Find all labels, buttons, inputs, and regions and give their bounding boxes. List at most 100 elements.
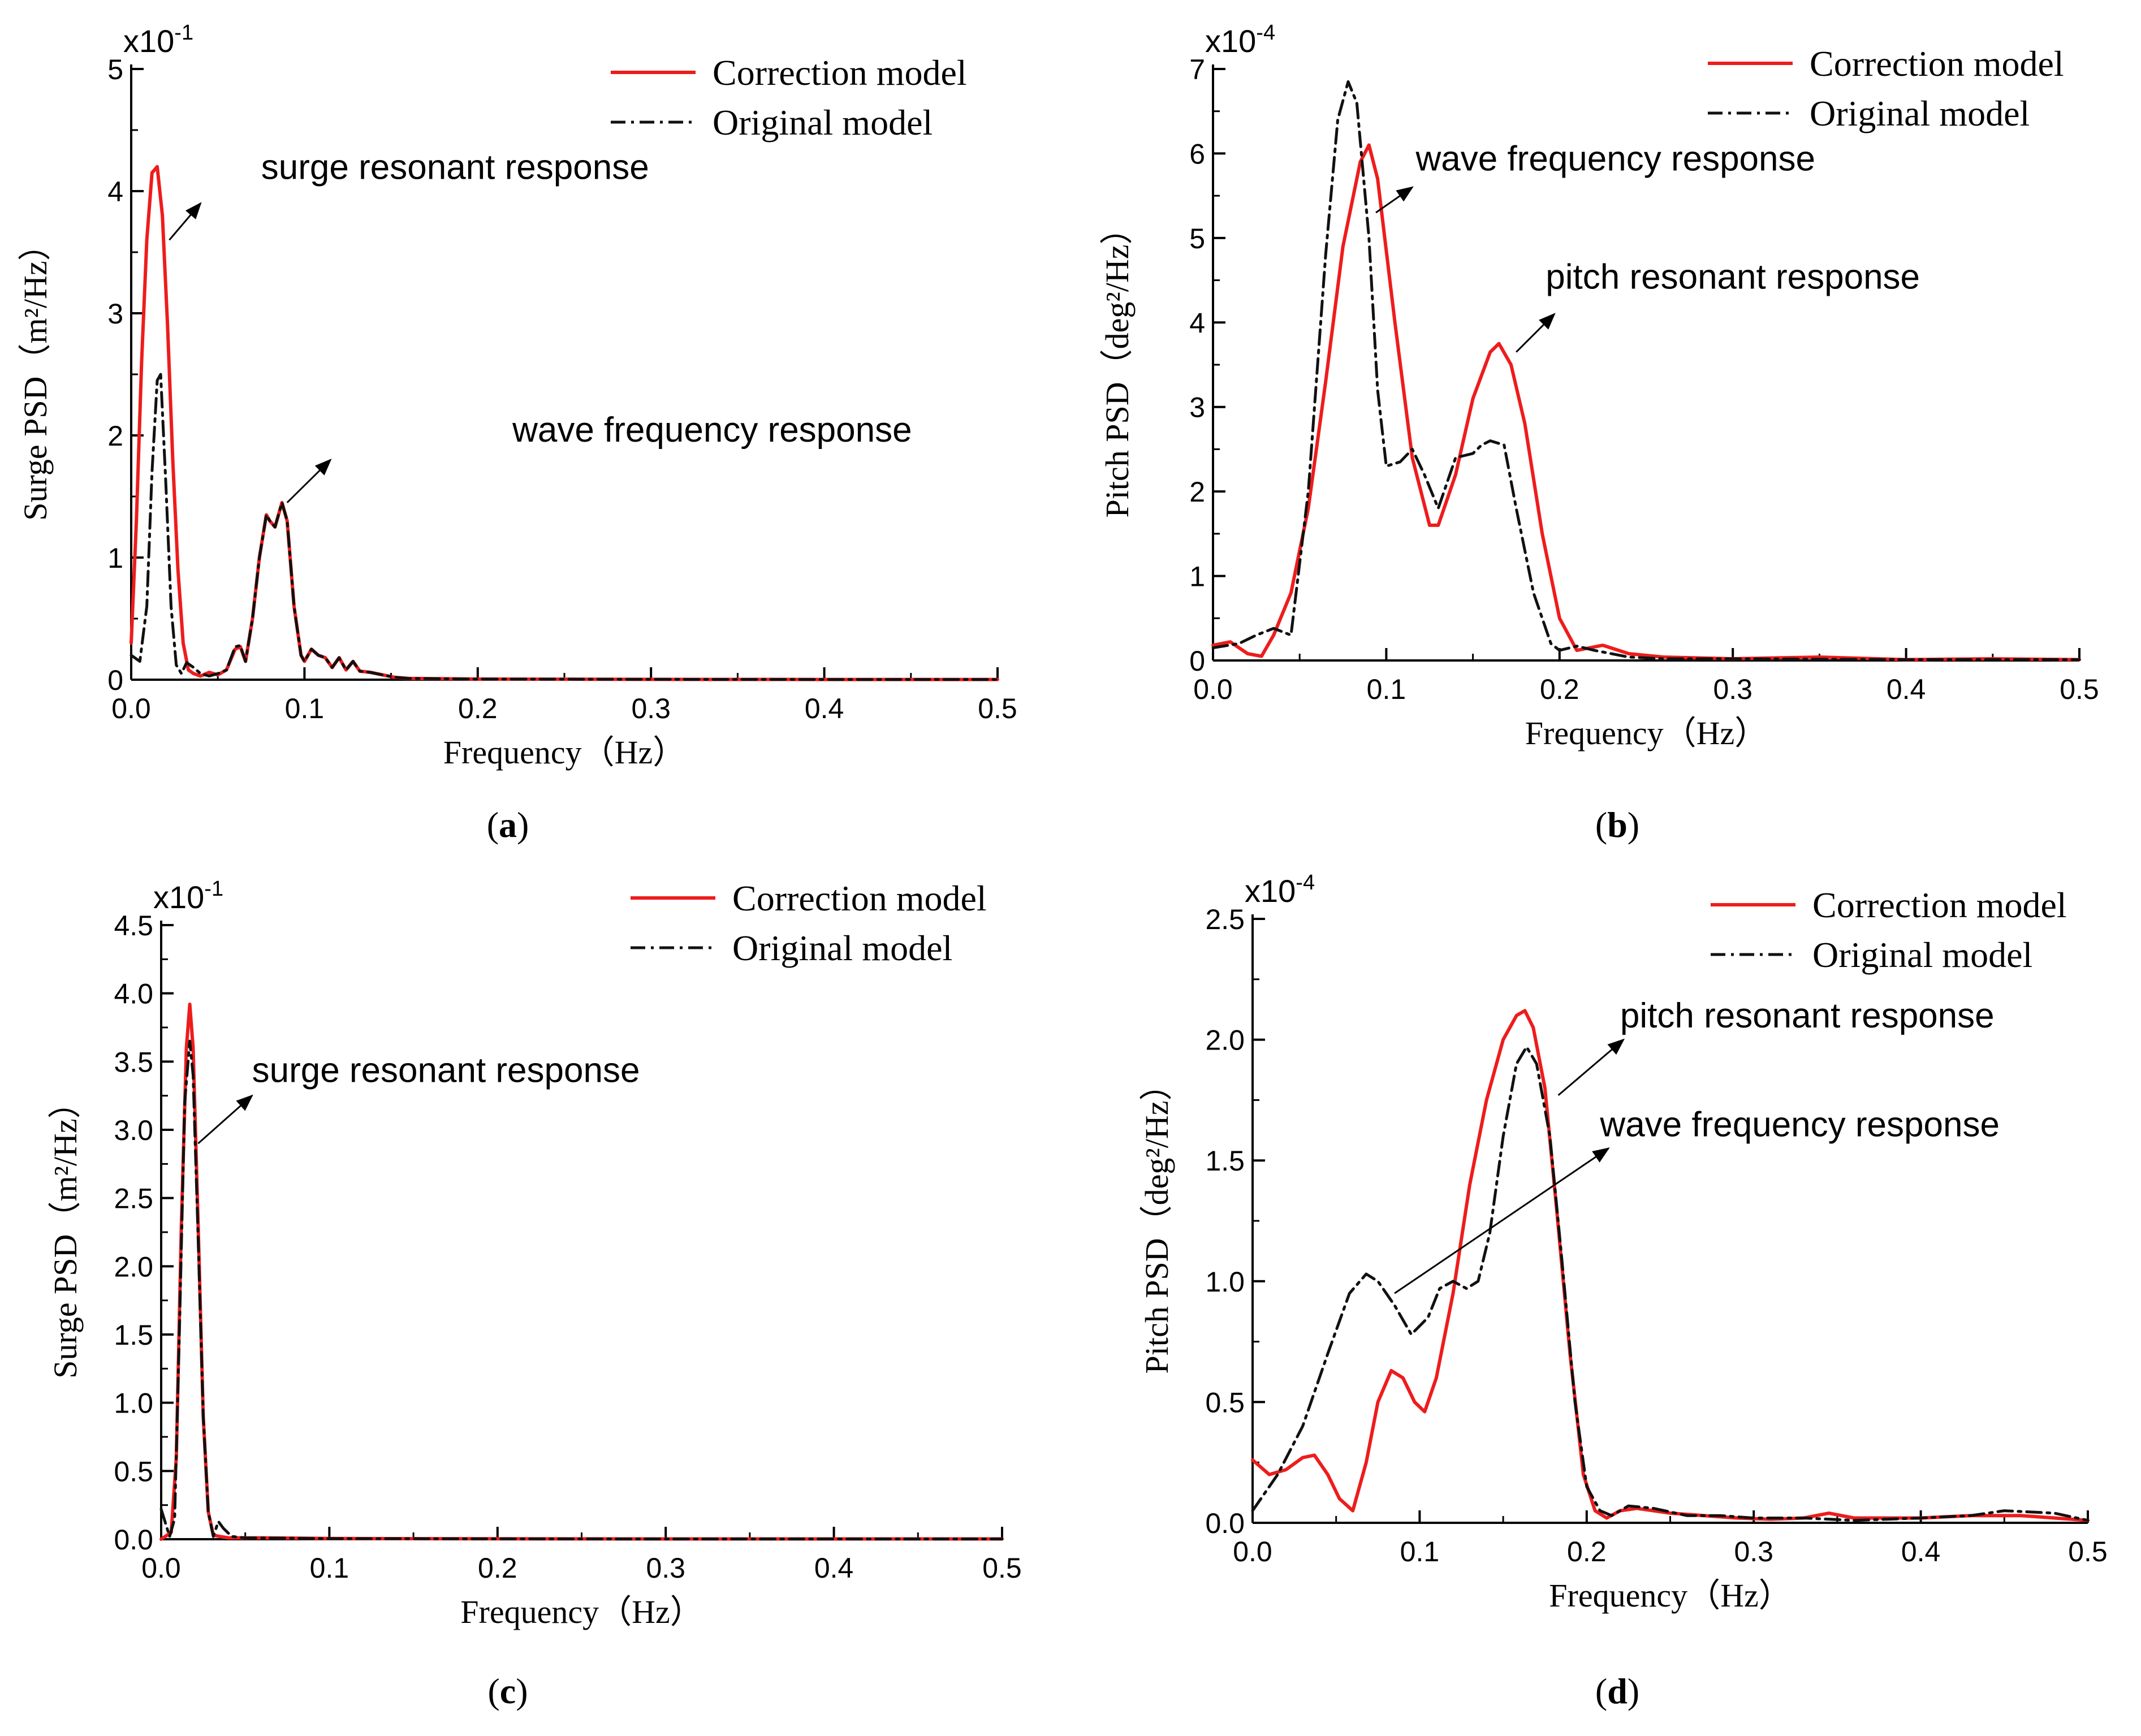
y-scale-factor: x10-1 <box>153 877 223 915</box>
x-tick-label: 0.4 <box>1901 1536 1941 1567</box>
panel-label-open: ( <box>1595 805 1607 845</box>
panel-label: (b) <box>1595 805 1639 845</box>
y-tick-label: 1 <box>1189 561 1205 593</box>
y-scale-factor: x10-4 <box>1205 21 1275 59</box>
x-tick-label: 0.2 <box>1567 1536 1607 1567</box>
y-tick-label: 2.0 <box>1205 1025 1245 1056</box>
y-tick-label: 5 <box>107 54 123 85</box>
panel-label-open: ( <box>487 805 499 845</box>
panel-label-close: ) <box>516 1671 528 1711</box>
panel-label-close: ) <box>517 805 529 845</box>
y-tick-label: 3.0 <box>114 1115 153 1146</box>
y-scale-factor: x10-1 <box>123 21 193 59</box>
y-tick-label: 2.0 <box>114 1251 153 1282</box>
x-axis-label: Frequency（Hz） <box>1549 1577 1791 1614</box>
x-tick-label: 0.1 <box>310 1552 349 1584</box>
y-tick-label: 4.5 <box>114 910 153 942</box>
y-scale-exponent: -1 <box>174 21 193 45</box>
series-line-original-model <box>1211 80 2081 661</box>
x-axis-label: Frequency（Hz） <box>1525 715 1767 752</box>
x-tick-label: 0.3 <box>646 1552 685 1584</box>
legend-label: Correction model <box>1812 885 2067 925</box>
y-scale-exponent: -1 <box>204 877 223 901</box>
y-tick-label: 2.5 <box>114 1183 153 1215</box>
series-line-correction-model <box>1251 1009 2090 1522</box>
x-tick-label: 0.4 <box>1887 673 1926 705</box>
y-scale-base: x10 <box>153 879 204 915</box>
legend-label: Original model <box>1812 935 2032 975</box>
x-tick-label: 0.0 <box>1193 673 1233 705</box>
annotation-label: pitch resonant response <box>1546 258 1920 297</box>
panel-label: (c) <box>487 1671 528 1711</box>
y-scale-base: x10 <box>123 23 174 59</box>
y-tick-label: 0.0 <box>1205 1508 1245 1539</box>
y-tick-label: 7 <box>1189 54 1205 85</box>
annotation-arrow <box>1516 313 1556 353</box>
y-tick-label: 1.0 <box>1205 1266 1245 1298</box>
y-tick-label: 0.5 <box>1205 1387 1245 1418</box>
y-tick-label: 4 <box>107 176 123 208</box>
y-tick-label: 0.0 <box>114 1524 153 1556</box>
panel-label-letter: c <box>500 1671 516 1711</box>
y-tick-label: 4.0 <box>114 978 153 1010</box>
panel-label-letter: b <box>1607 805 1628 845</box>
legend-label: Correction model <box>1810 44 2064 84</box>
y-tick-label: 2.5 <box>1205 904 1245 935</box>
legend-label: Original model <box>732 928 952 968</box>
annotation-arrow <box>169 202 202 241</box>
annotation-label: wave frequency response <box>1415 139 1815 178</box>
x-tick-label: 0.5 <box>2068 1536 2108 1567</box>
annotation-label: surge resonant response <box>252 1051 640 1090</box>
chart-panel-d: 0.0 0.1 0.2 0.3 0.4 0.5 0.0 0.5 1.0 1.5 2.0 2.5x10-… <box>1138 871 2108 1711</box>
series-line-original-model <box>1251 1045 2090 1522</box>
x-tick-label: 0.2 <box>458 693 498 724</box>
y-tick-label: 3.5 <box>114 1046 153 1078</box>
y-tick-label: 1.0 <box>114 1388 153 1419</box>
x-tick-label: 0.5 <box>982 1552 1022 1584</box>
panel-label-open: ( <box>1595 1671 1607 1711</box>
y-tick-label: 2 <box>1189 476 1205 508</box>
panel-label-letter: d <box>1607 1671 1628 1711</box>
legend-label: Correction model <box>732 878 987 918</box>
y-scale-factor: x10-4 <box>1245 871 1315 909</box>
x-tick-label: 0.1 <box>1367 673 1406 705</box>
x-tick-label: 0.5 <box>2060 673 2099 705</box>
y-tick-label: 2 <box>107 420 123 452</box>
annotation-label: surge resonant response <box>261 148 649 187</box>
y-tick-label: 3 <box>1189 392 1205 424</box>
legend-label: Original model <box>1810 93 2030 133</box>
x-tick-label: 0.2 <box>1540 673 1579 705</box>
series-line-original-model <box>159 1039 1004 1540</box>
annotation-arrow <box>197 1094 253 1145</box>
y-tick-label: 0 <box>1189 645 1205 677</box>
series-line-original-model <box>130 373 999 681</box>
y-tick-label: 3 <box>107 298 123 330</box>
y-scale-base: x10 <box>1205 23 1256 59</box>
annotation-label: pitch resonant response <box>1620 996 1995 1035</box>
y-axis-label: Surge PSD（m²/Hz） <box>47 1086 84 1378</box>
x-tick-label: 0.0 <box>141 1552 181 1584</box>
panel-label-close: ) <box>1628 1671 1639 1711</box>
annotation-label: wave frequency response <box>1599 1105 2000 1144</box>
x-tick-label: 0.4 <box>814 1552 854 1584</box>
x-tick-label: 0.0 <box>111 693 151 724</box>
x-axis-label: Frequency（Hz） <box>443 734 685 771</box>
y-tick-label: 0.5 <box>114 1456 153 1487</box>
chart-panel-c: 0.0 0.1 0.2 0.3 0.4 0.5 0.0 0.5 1.0 1.5 2.0 2.5 3.0 3… <box>47 877 1022 1711</box>
x-tick-label: 0.3 <box>631 693 671 724</box>
y-tick-label: 1.5 <box>114 1319 153 1351</box>
x-axis-label: Frequency（Hz） <box>460 1594 702 1630</box>
panel-label-close: ) <box>1628 805 1639 845</box>
y-tick-label: 6 <box>1189 138 1205 170</box>
x-tick-label: 0.5 <box>978 693 1017 724</box>
annotation-arrow <box>286 459 332 503</box>
x-tick-label: 0.2 <box>478 1552 517 1584</box>
x-tick-label: 0.4 <box>805 693 844 724</box>
x-tick-label: 0.3 <box>1734 1536 1773 1567</box>
y-axis-label: Pitch PSD（deg²/Hz） <box>1099 211 1136 517</box>
y-axis-label: Pitch PSD（deg²/Hz） <box>1138 1068 1175 1374</box>
y-tick-label: 0 <box>107 664 123 696</box>
panel-label: (d) <box>1595 1671 1639 1711</box>
x-tick-label: 0.1 <box>1400 1536 1440 1567</box>
